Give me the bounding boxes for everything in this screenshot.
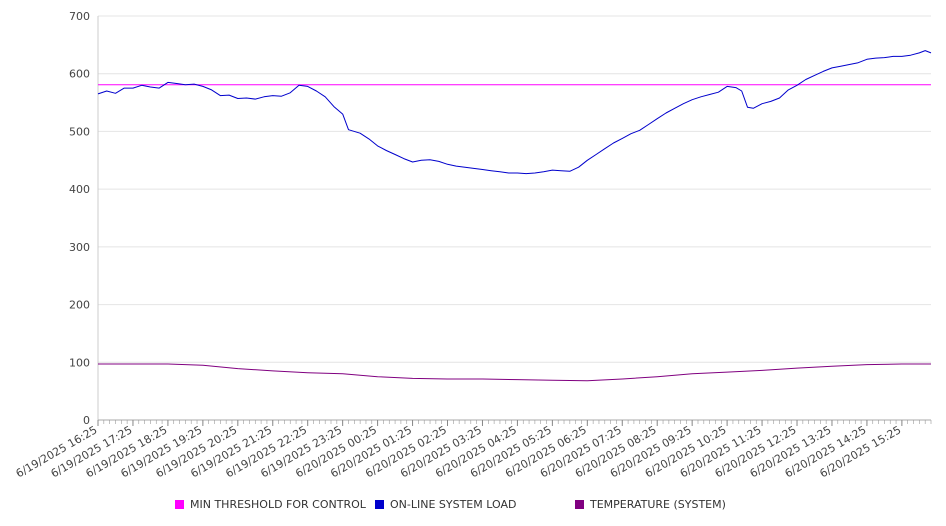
y-tick-label: 700 [69,10,90,23]
legend-item: TEMPERATURE (SYSTEM) [575,498,726,511]
y-tick-label: 400 [69,183,90,196]
legend-swatch [575,500,584,509]
on-line-system-load-line [97,50,932,175]
y-tick-label: 600 [69,68,90,81]
y-tick-label: 0 [83,414,90,427]
temperature-system-line [98,363,931,382]
y-tick-label: 200 [69,299,90,312]
legend-swatch [375,500,384,509]
legend-label: TEMPERATURE (SYSTEM) [590,498,726,511]
legend-item: ON-LINE SYSTEM LOAD [375,498,516,511]
legend-label: MIN THRESHOLD FOR CONTROL [190,498,366,511]
chart-legend: MIN THRESHOLD FOR CONTROL ON-LINE SYSTEM … [0,498,946,514]
legend-label: ON-LINE SYSTEM LOAD [390,498,517,511]
legend-swatch [175,500,184,509]
legend-item: MIN THRESHOLD FOR CONTROL [175,498,366,511]
y-tick-label: 500 [69,125,90,138]
y-tick-label: 300 [69,241,90,254]
y-tick-label: 100 [69,356,90,369]
